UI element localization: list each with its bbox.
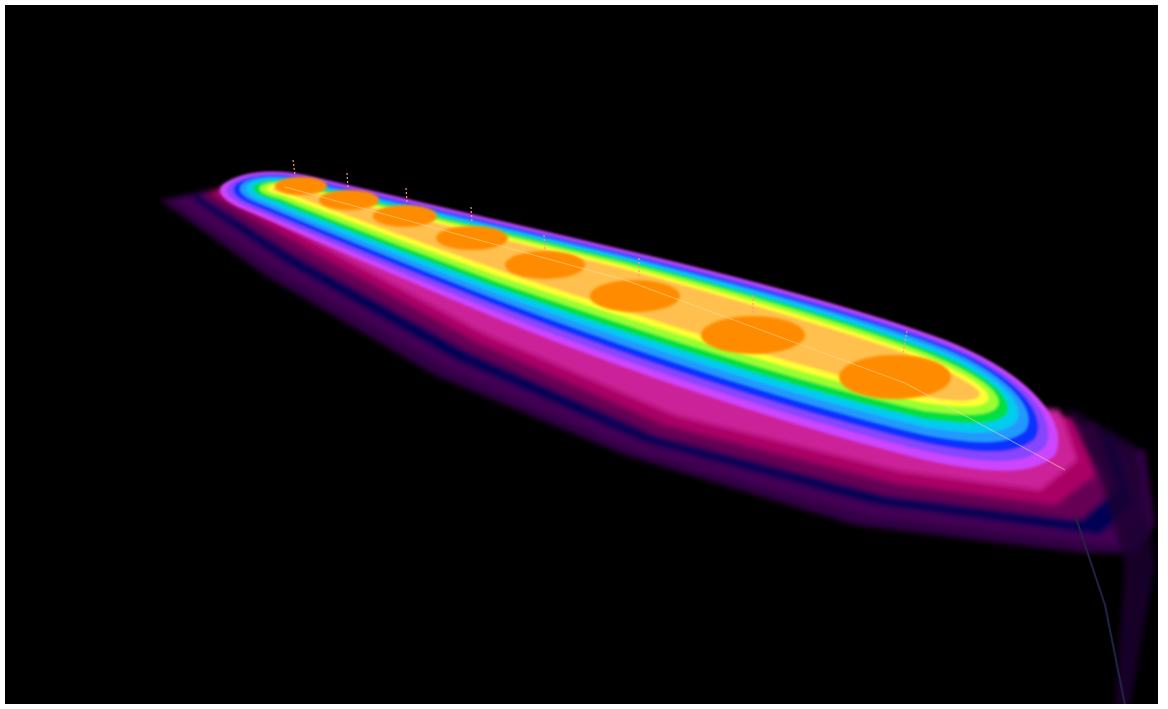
hotspot-8 [839,355,951,399]
render-viewport[interactable] [5,5,1158,704]
hotspot-1 [275,177,327,195]
hotspot-3 [373,205,437,227]
hotspot-5 [505,251,585,279]
right-edge-line [1074,514,1126,704]
hotspot-2 [319,190,379,210]
right-edge-shadow [1065,405,1155,704]
hotspot-6 [590,280,680,312]
road-centerline [284,186,1066,471]
illuminance-scene [160,159,1155,704]
pole-markers [292,159,908,354]
hotspot-7 [701,316,805,354]
luminaire-hotspots [275,177,951,399]
